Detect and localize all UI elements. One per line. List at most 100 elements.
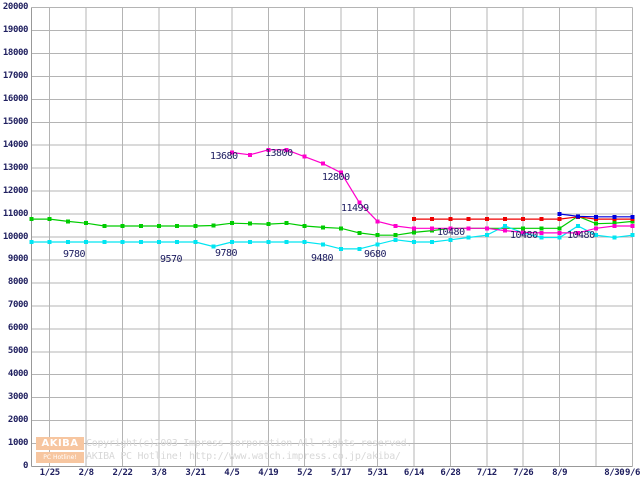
series-marker-cyan	[393, 237, 398, 242]
y-tick-label: 0	[22, 461, 28, 471]
y-tick-label: 18000	[2, 47, 28, 58]
y-tick-label: 12000	[2, 185, 28, 196]
series-marker-red	[521, 217, 526, 222]
series-marker-cyan	[375, 242, 380, 247]
x-tick-label: 3/8	[151, 468, 167, 478]
series-line-green	[31, 215, 633, 236]
series-marker-cyan	[430, 240, 435, 244]
data-point-label: 11499	[341, 203, 369, 214]
x-tick-label: 4/19	[258, 468, 279, 478]
y-tick-label: 7000	[7, 300, 28, 311]
data-point-label: 13800	[265, 148, 293, 159]
series-marker-cyan	[102, 240, 107, 244]
series-marker-cyan	[357, 246, 362, 251]
data-point-label: 10480	[437, 227, 465, 238]
data-point-label: 10480	[510, 230, 538, 241]
series-marker-magenta	[302, 154, 307, 159]
y-tick-label: 1000	[7, 438, 28, 449]
logo-subtitle: PC Hotline!	[36, 452, 84, 463]
series-marker-green	[557, 226, 562, 231]
series-marker-cyan	[47, 240, 52, 244]
x-tick-label: 5/2	[297, 468, 313, 478]
data-point-label: 13680	[210, 151, 238, 162]
series-marker-green	[248, 221, 252, 226]
series-lines	[29, 147, 635, 251]
series-marker-green	[138, 224, 143, 228]
series-marker-green	[229, 221, 234, 226]
series-marker-red	[430, 217, 435, 222]
series-marker-cyan	[448, 237, 453, 242]
series-marker-magenta	[266, 147, 271, 152]
y-tick-label: 13000	[2, 162, 28, 173]
series-marker-cyan	[484, 233, 489, 238]
x-tick-label: 4/5	[224, 468, 240, 478]
series-marker-green	[521, 226, 526, 231]
series-marker-green	[630, 219, 635, 224]
series-marker-blue	[557, 212, 562, 216]
series-marker-magenta	[484, 226, 489, 231]
series-marker-green	[65, 219, 70, 224]
series-marker-magenta	[248, 152, 252, 157]
series-marker-red	[484, 217, 489, 222]
series-marker-cyan	[539, 235, 544, 240]
series-marker-magenta	[229, 150, 234, 155]
copyright-line-2: AKIBA PC Hotline! http://www.watch.impre…	[86, 451, 401, 462]
data-point-label: 12800	[322, 172, 350, 183]
series-marker-cyan	[320, 242, 325, 247]
series-marker-cyan	[29, 240, 34, 244]
y-tick-label: 11000	[2, 208, 28, 219]
data-point-label: 9480	[311, 253, 334, 264]
series-marker-green	[612, 221, 617, 226]
y-tick-label: 16000	[2, 93, 28, 104]
series-marker-red	[503, 217, 507, 222]
x-tick-label: 2/8	[78, 468, 94, 478]
y-tick-label: 8000	[7, 277, 28, 288]
y-tick-label: 4000	[7, 369, 28, 380]
series-marker-green	[539, 226, 544, 231]
series-marker-cyan	[612, 235, 617, 240]
y-tick-label: 2000	[7, 415, 28, 426]
series-marker-cyan	[466, 235, 471, 240]
series-marker-blue	[594, 214, 599, 219]
y-tick-label: 6000	[7, 323, 28, 334]
x-tick-label: 3/21	[185, 468, 206, 478]
series-marker-magenta	[339, 170, 344, 175]
x-tick-label: 6/28	[440, 468, 461, 478]
series-marker-green	[120, 224, 125, 228]
series-marker-green	[211, 223, 216, 228]
series-marker-green	[357, 230, 362, 235]
x-tick-label: 5/31	[367, 468, 388, 478]
series-marker-red	[466, 217, 471, 222]
x-tick-label: 8/9	[552, 468, 568, 478]
series-marker-magenta	[393, 224, 398, 228]
series-marker-cyan	[302, 240, 307, 244]
series-marker-magenta	[594, 226, 599, 231]
y-tick-label: 9000	[7, 254, 28, 265]
y-tick-label: 17000	[2, 70, 28, 81]
series-marker-cyan	[284, 240, 289, 244]
series-marker-green	[193, 224, 198, 228]
series-marker-green	[412, 230, 416, 235]
series-marker-cyan	[175, 240, 180, 244]
series-marker-red	[448, 217, 453, 222]
series-marker-cyan	[193, 240, 198, 244]
series-marker-blue	[612, 214, 617, 219]
series-marker-cyan	[157, 240, 161, 244]
series-marker-green	[29, 217, 34, 222]
series-marker-red	[594, 217, 599, 222]
series-marker-green	[430, 228, 435, 233]
y-tick-label: 14000	[2, 139, 28, 150]
series-marker-cyan	[503, 224, 507, 228]
series-marker-green	[266, 222, 271, 227]
series-marker-magenta	[284, 147, 289, 152]
series-marker-magenta	[630, 224, 635, 228]
y-tick-label: 10000	[2, 231, 28, 242]
series-marker-green	[284, 221, 289, 226]
x-tick-label: 5/17	[331, 468, 352, 478]
data-point-label: 9570	[160, 254, 183, 265]
series-marker-cyan	[120, 240, 125, 244]
series-marker-cyan	[211, 244, 216, 249]
series-marker-red	[412, 217, 416, 222]
